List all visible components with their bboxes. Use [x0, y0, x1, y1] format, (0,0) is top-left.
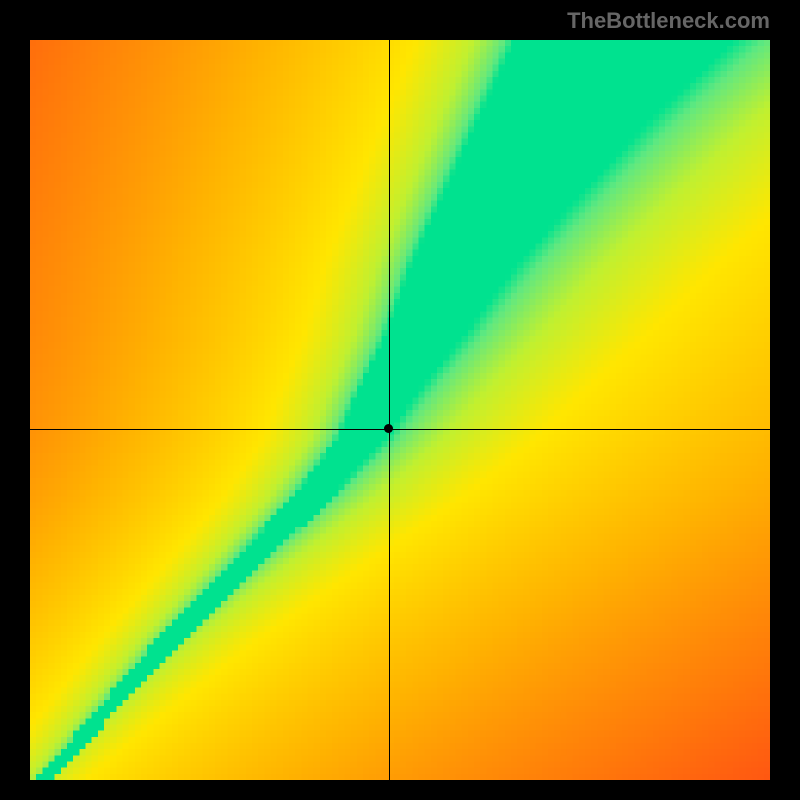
chart-container: { "watermark": { "text": "TheBottleneck.… [0, 0, 800, 800]
crosshair-horizontal [30, 429, 770, 430]
heatmap-plot [30, 40, 770, 780]
watermark-text: TheBottleneck.com [567, 8, 770, 34]
heatmap-canvas [30, 40, 770, 780]
crosshair-vertical [389, 40, 390, 780]
